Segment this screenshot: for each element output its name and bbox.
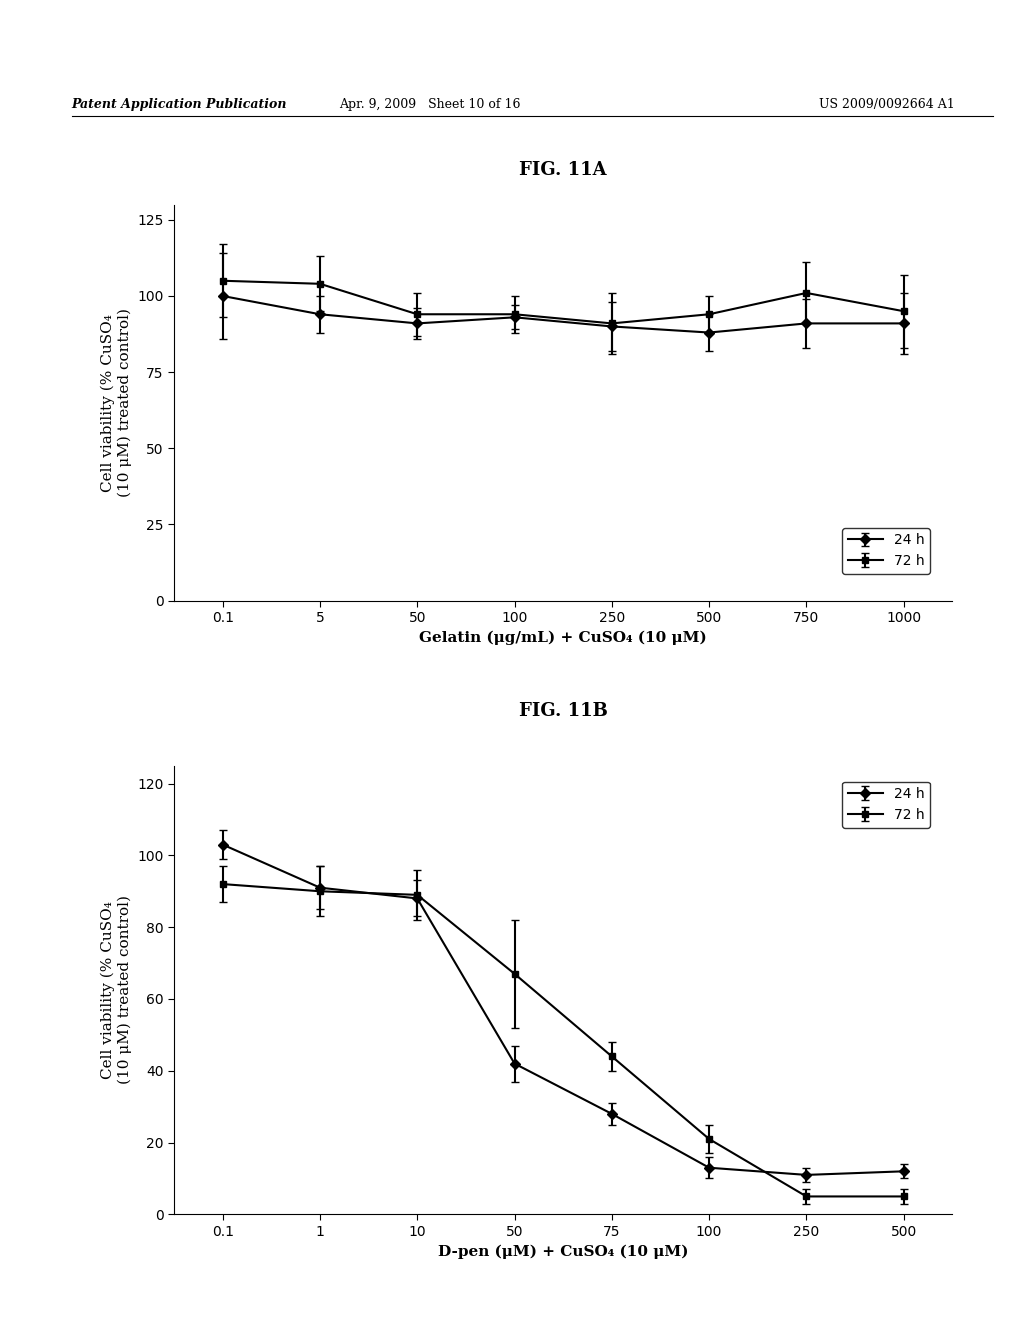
Y-axis label: Cell viability (% CuSO₄
(10 μM) treated control): Cell viability (% CuSO₄ (10 μM) treated … bbox=[100, 895, 132, 1085]
Text: Apr. 9, 2009   Sheet 10 of 16: Apr. 9, 2009 Sheet 10 of 16 bbox=[339, 98, 521, 111]
Legend: 24 h, 72 h: 24 h, 72 h bbox=[843, 781, 930, 828]
Text: FIG. 11A: FIG. 11A bbox=[519, 161, 607, 180]
Text: US 2009/0092664 A1: US 2009/0092664 A1 bbox=[819, 98, 955, 111]
Text: FIG. 11B: FIG. 11B bbox=[519, 702, 607, 721]
Legend: 24 h, 72 h: 24 h, 72 h bbox=[843, 528, 930, 574]
X-axis label: D-pen (μM) + CuSO₄ (10 μM): D-pen (μM) + CuSO₄ (10 μM) bbox=[438, 1245, 688, 1259]
Text: Patent Application Publication: Patent Application Publication bbox=[72, 98, 287, 111]
X-axis label: Gelatin (μg/mL) + CuSO₄ (10 μM): Gelatin (μg/mL) + CuSO₄ (10 μM) bbox=[419, 631, 708, 645]
Y-axis label: Cell viability (% CuSO₄
(10 μM) treated control): Cell viability (% CuSO₄ (10 μM) treated … bbox=[100, 308, 132, 498]
